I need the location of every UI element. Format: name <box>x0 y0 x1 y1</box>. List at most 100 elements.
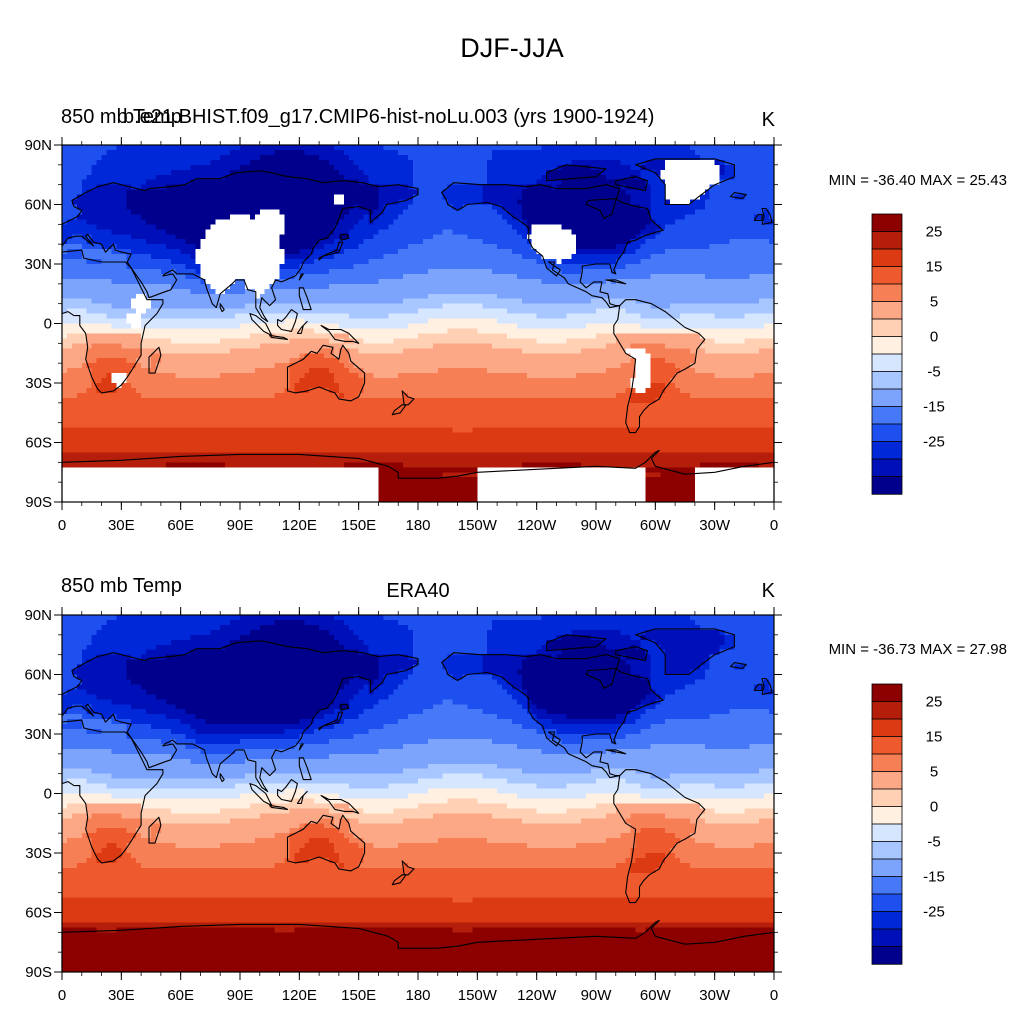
field-cell <box>754 185 760 191</box>
field-cell <box>225 160 231 166</box>
field-cell <box>191 150 197 156</box>
field-cell <box>542 200 548 206</box>
field-cell <box>660 205 666 211</box>
field-cell <box>156 269 162 275</box>
field-cell <box>393 299 399 305</box>
field-cell <box>586 219 592 225</box>
field-cell <box>730 205 736 211</box>
field-cell <box>97 284 103 290</box>
field-cell <box>151 205 157 211</box>
field-cell <box>369 284 375 290</box>
field-cell <box>146 249 152 255</box>
field-cell <box>329 185 335 191</box>
field-cell <box>759 229 765 235</box>
field-cell <box>433 229 439 235</box>
field-cell <box>334 145 340 151</box>
field-cell <box>398 244 404 250</box>
field-cell <box>467 254 473 260</box>
field-cell <box>225 150 231 156</box>
field-cell <box>556 244 562 250</box>
field-cell <box>690 165 696 171</box>
field-cell <box>156 160 162 166</box>
field-cell <box>754 259 760 265</box>
field-cell <box>146 259 152 265</box>
field-cell <box>116 150 122 156</box>
field-cell <box>116 264 122 270</box>
field-cell <box>349 229 355 235</box>
field-cell <box>739 209 745 215</box>
field-cell <box>97 269 103 275</box>
field-cell <box>532 254 538 260</box>
field-cell <box>423 294 429 300</box>
field-cell <box>265 209 271 215</box>
field-cell <box>710 209 716 215</box>
field-cell <box>482 165 488 171</box>
field-cell <box>596 219 602 225</box>
field-cell <box>556 259 562 265</box>
field-cell <box>734 234 740 240</box>
field-cell <box>700 200 706 206</box>
field-cell <box>126 219 132 225</box>
field-cell <box>354 259 360 265</box>
field-cell <box>720 279 726 285</box>
field-cell <box>186 274 192 280</box>
field-cell <box>710 279 716 285</box>
field-cell <box>383 254 389 260</box>
field-cell <box>92 200 98 206</box>
field-cell <box>265 155 271 161</box>
field-cell <box>685 224 691 230</box>
field-cell <box>304 185 310 191</box>
field-cell <box>670 160 676 166</box>
field-cell <box>571 259 577 265</box>
field-cell <box>309 229 315 235</box>
field-cell <box>502 165 508 171</box>
field-cell <box>324 195 330 201</box>
field-cell <box>289 229 295 235</box>
field-cell <box>215 219 221 225</box>
field-cell <box>725 289 731 295</box>
field-cell <box>72 244 78 250</box>
field-cell <box>645 239 651 245</box>
field-cell <box>245 185 251 191</box>
field-cell <box>497 314 503 320</box>
field-cell <box>166 314 172 320</box>
field-cell <box>285 185 291 191</box>
field-cell <box>472 269 478 275</box>
field-cell <box>512 269 518 275</box>
field-cell <box>606 165 612 171</box>
field-cell <box>220 249 226 255</box>
field-cell <box>690 205 696 211</box>
field-cell <box>542 195 548 201</box>
field-cell <box>354 284 360 290</box>
field-cell <box>561 309 567 315</box>
field-cell <box>72 145 78 151</box>
field-cell <box>458 160 464 166</box>
field-cell <box>378 155 384 161</box>
field-cell <box>344 155 350 161</box>
field-cell <box>532 175 538 181</box>
field-cell <box>720 175 726 181</box>
field-cell <box>299 165 305 171</box>
field-cell <box>453 219 459 225</box>
field-cell <box>245 234 251 240</box>
field-cell <box>324 259 330 265</box>
field-cell <box>319 219 325 225</box>
field-cell <box>97 170 103 176</box>
field-cell <box>581 224 587 230</box>
field-cell <box>408 175 414 181</box>
field-cell <box>393 264 399 270</box>
field-cell <box>631 195 637 201</box>
field-cell <box>156 264 162 270</box>
field-cell <box>270 229 276 235</box>
field-cell <box>240 209 246 215</box>
field-cell <box>675 224 681 230</box>
field-cell <box>166 294 172 300</box>
field-cell <box>280 200 286 206</box>
field-cell <box>210 200 216 206</box>
field-cell <box>87 175 93 181</box>
field-cell <box>611 224 617 230</box>
field-cell <box>72 209 78 215</box>
field-cell <box>754 264 760 270</box>
field-cell <box>383 180 389 186</box>
field-cell <box>418 180 424 186</box>
